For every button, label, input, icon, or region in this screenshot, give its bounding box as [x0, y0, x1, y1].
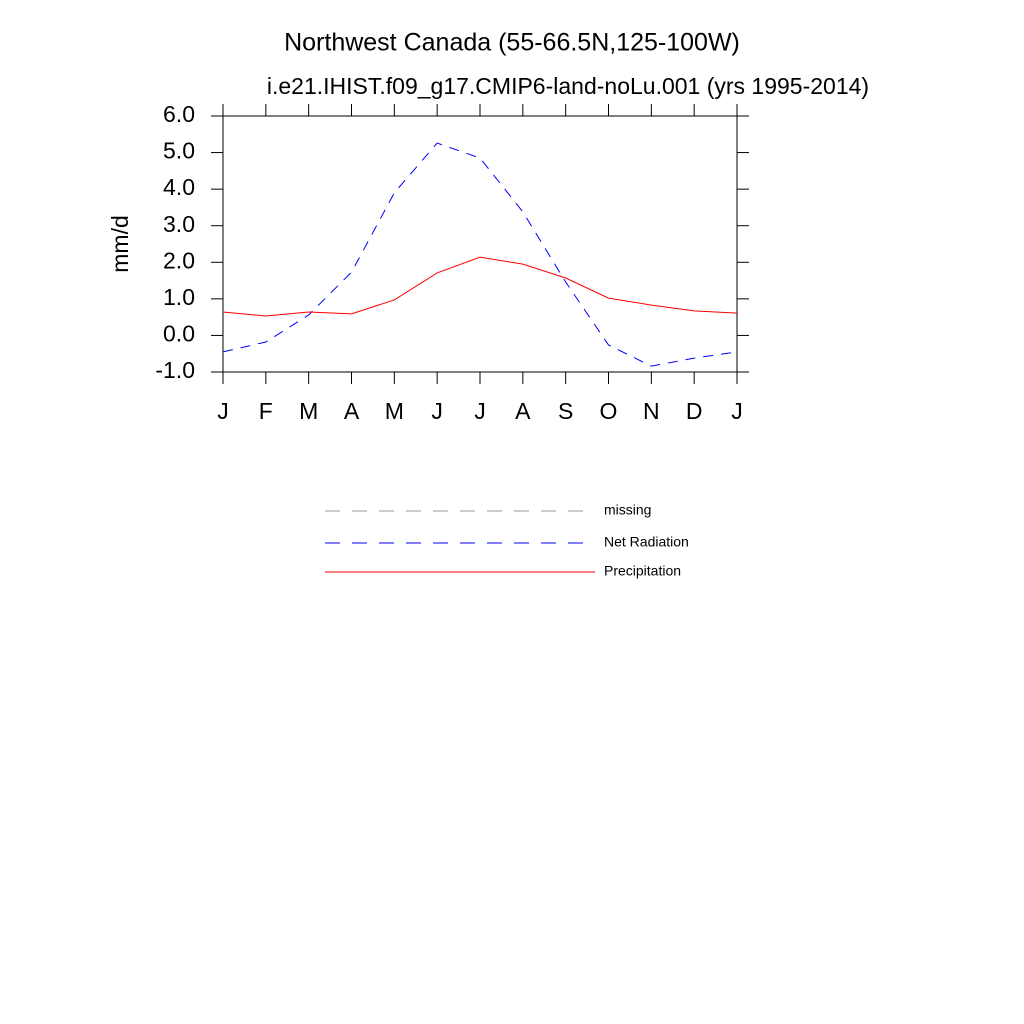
x-tick-label: S — [558, 398, 573, 424]
chart-title: Northwest Canada (55-66.5N,125-100W) — [284, 29, 740, 57]
y-tick-label: 1.0 — [163, 284, 195, 310]
legend-label: Net Radiation — [604, 534, 689, 550]
legend-label: Precipitation — [604, 563, 681, 579]
y-tick-label: -1.0 — [155, 357, 195, 383]
series-line — [222, 142, 738, 367]
legend-label: missing — [604, 502, 651, 518]
x-tick-label: M — [299, 398, 318, 424]
x-tick-label: F — [259, 398, 273, 424]
y-tick-label: 4.0 — [163, 174, 195, 200]
x-tick-label: M — [385, 398, 404, 424]
x-tick-label: O — [600, 398, 618, 424]
x-tick-label: A — [515, 398, 531, 424]
x-tick-label: A — [344, 398, 360, 424]
chart-subtitle: i.e21.IHIST.f09_g17.CMIP6-land-noLu.001 … — [267, 73, 869, 99]
y-tick-label: 6.0 — [163, 101, 195, 127]
x-tick-label: N — [643, 398, 660, 424]
y-tick-label: 5.0 — [163, 138, 195, 164]
x-tick-label: J — [431, 398, 443, 424]
x-tick-label: J — [474, 398, 486, 424]
y-tick-label: 3.0 — [163, 211, 195, 237]
series-line — [222, 256, 738, 317]
x-tick-label: J — [731, 398, 743, 424]
y-tick-label: 2.0 — [163, 247, 195, 273]
plot-frame — [222, 115, 738, 373]
y-tick-label: 0.0 — [163, 321, 195, 347]
y-axis-label: mm/d — [107, 215, 133, 273]
x-tick-label: J — [217, 398, 229, 424]
x-tick-label: D — [686, 398, 703, 424]
